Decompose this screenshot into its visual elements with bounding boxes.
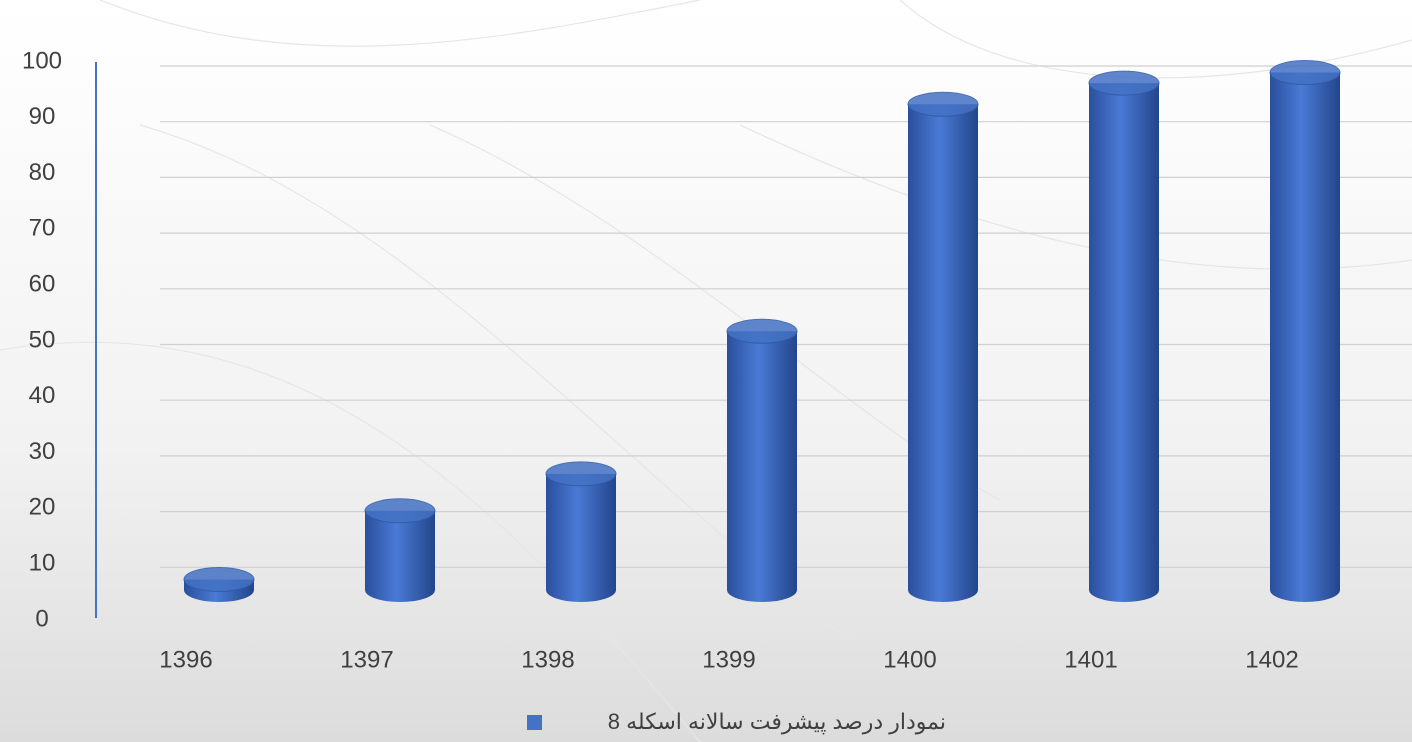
x-tick-label: 1396 — [159, 646, 212, 673]
bar-top — [907, 91, 979, 117]
y-tick-label: 10 — [29, 550, 56, 577]
x-tick-label: 1400 — [883, 646, 936, 673]
bar — [1270, 72, 1340, 602]
bar — [727, 331, 797, 602]
x-tick-label: 1398 — [521, 646, 574, 673]
y-tick-label: 100 — [22, 47, 62, 74]
legend-label: نمودار درصد پیشرفت سالانه اسکله 8 — [608, 709, 946, 735]
y-tick-label: 70 — [29, 215, 56, 242]
bar-top — [1269, 60, 1341, 86]
y-tick-label: 40 — [29, 382, 56, 409]
y-tick-label: 50 — [29, 326, 56, 353]
legend-swatch — [527, 715, 542, 730]
bar-top — [364, 498, 436, 524]
y-tick-label: 30 — [29, 438, 56, 465]
y-tick-label: 90 — [29, 103, 56, 130]
y-tick-label: 0 — [35, 605, 48, 632]
bar — [546, 473, 616, 602]
y-tick-label: 60 — [29, 271, 56, 298]
bar — [908, 104, 978, 603]
bar — [1089, 83, 1159, 602]
bar — [365, 510, 435, 602]
bar-top — [726, 318, 798, 344]
x-tick-label: 1401 — [1064, 646, 1117, 673]
x-tick-label: 1399 — [702, 646, 755, 673]
bar-top — [1088, 70, 1160, 96]
y-tick-label: 20 — [29, 494, 56, 521]
bar-top — [545, 461, 617, 487]
x-tick-label: 1397 — [340, 646, 393, 673]
x-tick-label: 1402 — [1245, 646, 1298, 673]
bar-top — [183, 566, 255, 592]
y-tick-label: 80 — [29, 159, 56, 186]
